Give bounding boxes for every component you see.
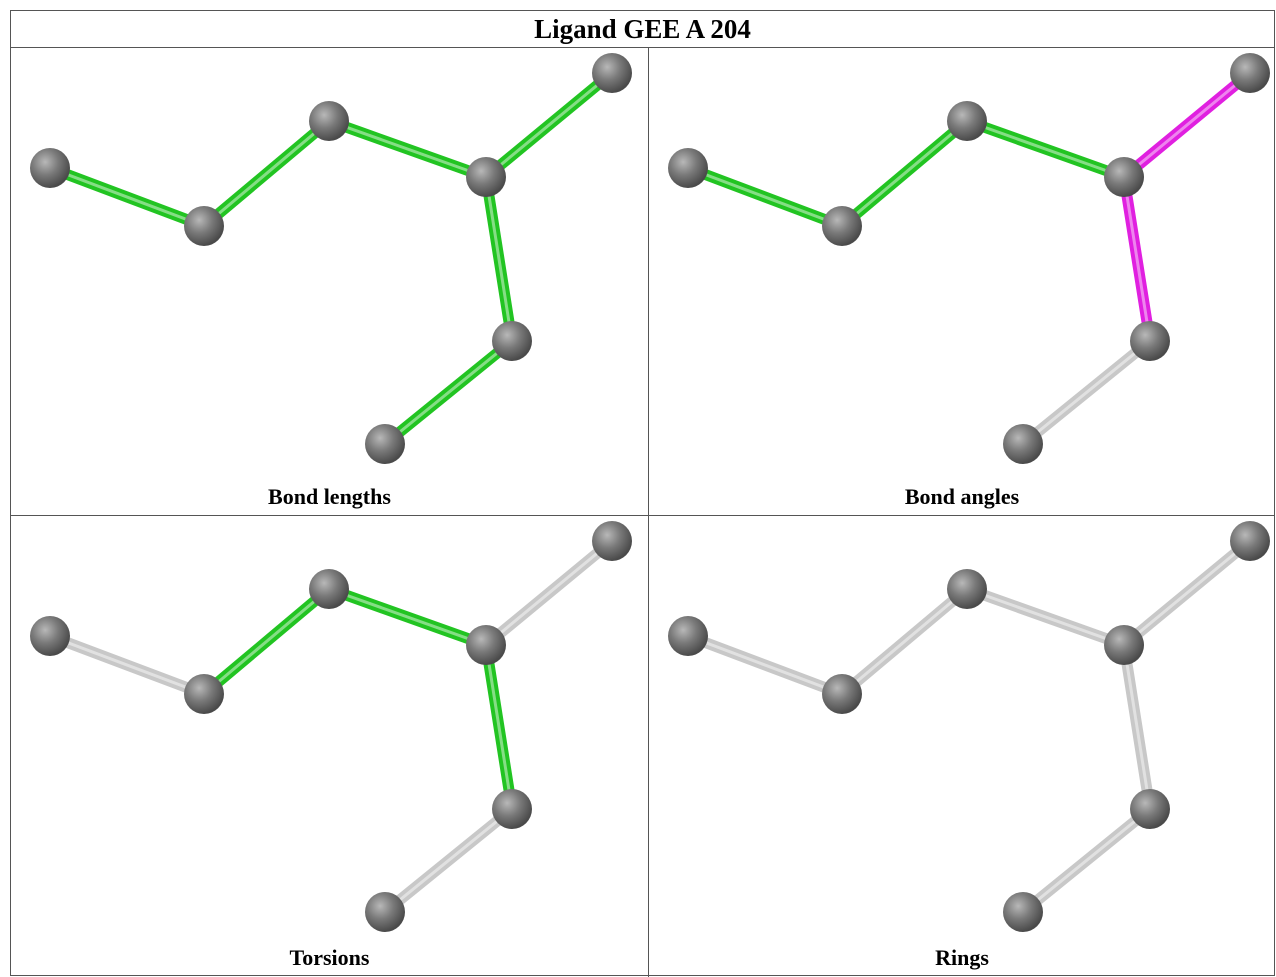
panel: Bond lengths <box>11 48 648 515</box>
atom <box>1104 157 1144 197</box>
bond-highlight <box>842 589 967 694</box>
bond-highlight <box>1124 645 1150 809</box>
bond-highlight <box>486 73 612 177</box>
bond-highlight <box>1023 809 1150 912</box>
bond-highlight <box>1124 73 1250 177</box>
bond-highlight <box>1124 541 1250 645</box>
bond-highlight <box>1124 177 1150 341</box>
atom <box>309 101 349 141</box>
panel-caption: Torsions <box>11 945 648 971</box>
panel: Rings <box>649 516 1275 976</box>
atom <box>492 789 532 829</box>
atom <box>822 206 862 246</box>
atom <box>30 148 70 188</box>
atom <box>184 674 224 714</box>
bond-highlight <box>688 168 842 226</box>
atom <box>1230 53 1270 93</box>
atom <box>1003 424 1043 464</box>
atom <box>30 616 70 656</box>
bond-highlight <box>329 589 486 645</box>
atom <box>592 53 632 93</box>
panel-caption: Rings <box>649 945 1275 971</box>
page: Ligand GEE A 204 Bond lengthsBond angles… <box>0 0 1276 977</box>
bond-highlight <box>967 121 1124 177</box>
molecule-image <box>11 48 648 485</box>
atom <box>492 321 532 361</box>
bond-highlight <box>50 168 204 226</box>
table-title: Ligand GEE A 204 <box>11 11 1274 48</box>
bond-highlight <box>385 809 512 912</box>
bond-highlight <box>50 636 204 694</box>
panel-caption: Bond angles <box>649 484 1275 510</box>
atom <box>668 616 708 656</box>
atom <box>1003 892 1043 932</box>
bond-highlight <box>329 121 486 177</box>
bond-highlight <box>688 636 842 694</box>
bond-highlight <box>486 541 612 645</box>
atom <box>466 157 506 197</box>
atom <box>947 569 987 609</box>
bond-highlight <box>842 121 967 226</box>
atom <box>1230 521 1270 561</box>
atom <box>947 101 987 141</box>
bond-highlight <box>204 121 329 226</box>
bond-highlight <box>385 341 512 444</box>
panel-caption: Bond lengths <box>11 484 648 510</box>
atom <box>466 625 506 665</box>
panel: Torsions <box>11 516 648 976</box>
molecule-image <box>649 516 1275 946</box>
atom <box>365 424 405 464</box>
atom <box>309 569 349 609</box>
panel: Bond angles <box>649 48 1275 515</box>
atom <box>184 206 224 246</box>
atom <box>1104 625 1144 665</box>
atom <box>365 892 405 932</box>
molecule-image <box>11 516 648 946</box>
bond-highlight <box>486 177 512 341</box>
atom <box>1130 321 1170 361</box>
atom <box>822 674 862 714</box>
bond-highlight <box>204 589 329 694</box>
atom <box>668 148 708 188</box>
molecule-image <box>649 48 1275 485</box>
atom <box>592 521 632 561</box>
bond-highlight <box>967 589 1124 645</box>
atom <box>1130 789 1170 829</box>
bond-highlight <box>1023 341 1150 444</box>
bond-highlight <box>486 645 512 809</box>
